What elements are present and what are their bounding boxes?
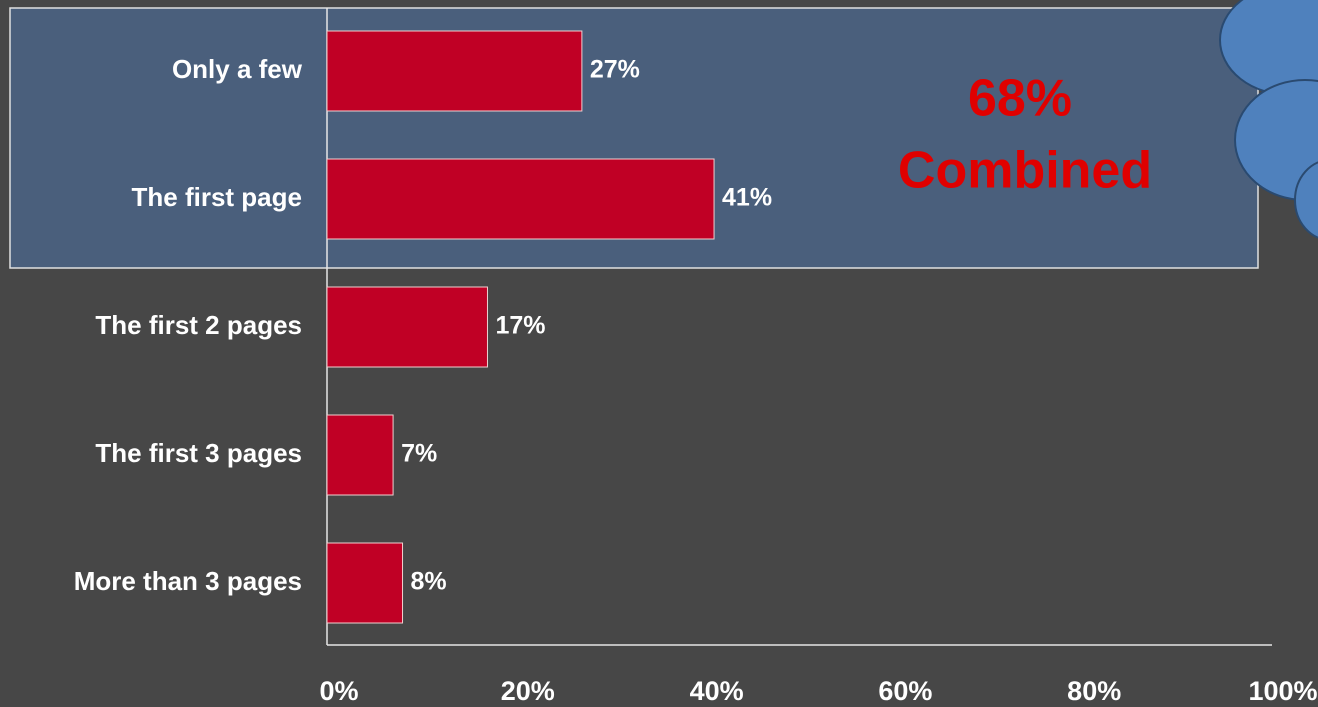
value-label: 7%: [401, 440, 437, 468]
value-label: 17%: [495, 312, 545, 340]
x-tick-label: 40%: [690, 676, 744, 706]
annotation: Combined: [898, 142, 1152, 200]
cloud: [1219, 0, 1318, 239]
x-tick-label: 80%: [1067, 676, 1121, 706]
category-label: Only a few: [172, 54, 303, 84]
category-label: The first 3 pages: [95, 438, 302, 468]
bar: [326, 30, 583, 112]
category-label: The first 2 pages: [95, 310, 302, 340]
x-tick-label: 100%: [1248, 676, 1317, 706]
bar: [326, 542, 404, 624]
x-tick-label: 20%: [501, 676, 555, 706]
category-label: The first page: [132, 182, 302, 212]
bar: [326, 286, 488, 368]
value-label: 41%: [722, 184, 772, 212]
annotation: 68%: [968, 70, 1072, 128]
bar: [326, 414, 394, 496]
value-label: 27%: [590, 56, 640, 84]
x-tick-label: 60%: [878, 676, 932, 706]
value-label: 8%: [411, 568, 447, 596]
bar: [326, 158, 715, 240]
category-label: More than 3 pages: [74, 566, 302, 596]
x-tick-label: 0%: [319, 676, 358, 706]
